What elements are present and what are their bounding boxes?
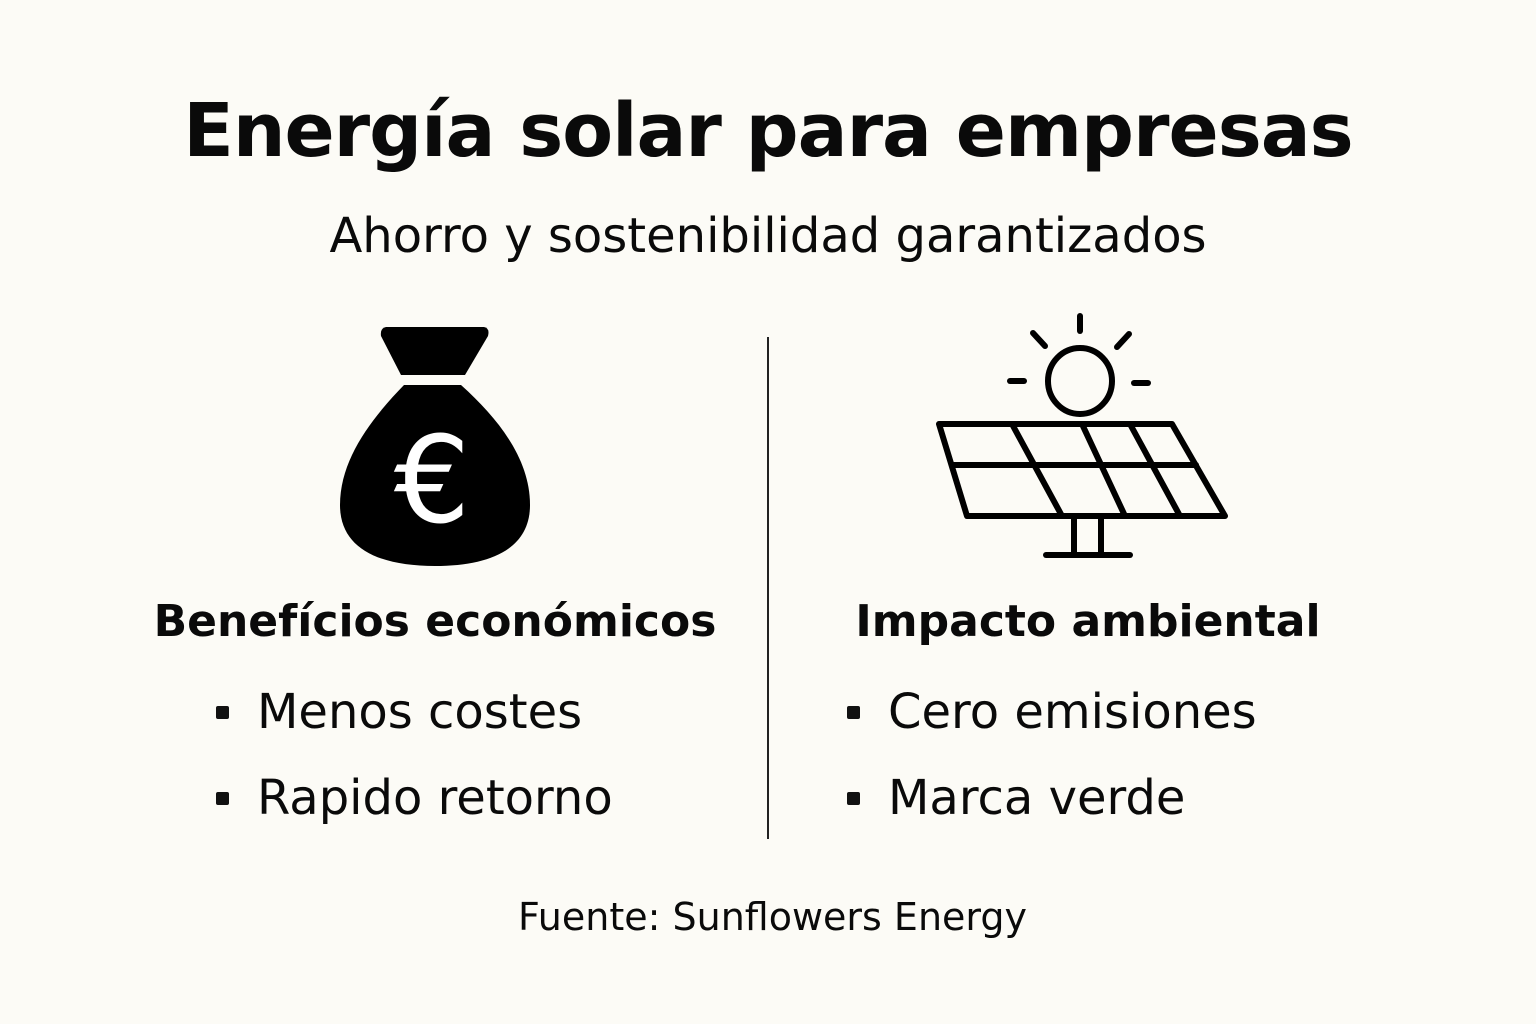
list-item: Rapido retorno	[216, 770, 613, 826]
environmental-impact-heading: Impacto ambiental	[855, 596, 1321, 647]
page-title: Energía solar para empresas	[183, 88, 1353, 174]
list-item: Menos costes	[216, 684, 582, 740]
svg-text:€: €	[394, 412, 470, 551]
list-item-text: Menos costes	[257, 684, 583, 740]
bullet-icon	[847, 791, 860, 805]
column-divider	[767, 337, 769, 839]
money-bag-euro-icon: €	[340, 327, 530, 566]
list-item-text: Cero emisiones	[888, 684, 1257, 740]
bullet-icon	[216, 705, 229, 719]
bullet-icon	[216, 791, 229, 805]
source-footer: Fuente: Sunflowers Energy	[518, 895, 1027, 939]
list-item: Cero emisiones	[847, 684, 1257, 740]
economic-benefits-heading: Benefícios económicos	[153, 596, 717, 647]
bullet-icon	[847, 705, 860, 719]
list-item-text: Marca verde	[888, 770, 1186, 826]
list-item: Marca verde	[847, 770, 1185, 826]
list-item-text: Rapido retorno	[257, 770, 613, 826]
solar-panel-sun-icon	[936, 313, 1228, 558]
page-subtitle: Ahorro y sostenibilidad garantizados	[329, 208, 1207, 264]
